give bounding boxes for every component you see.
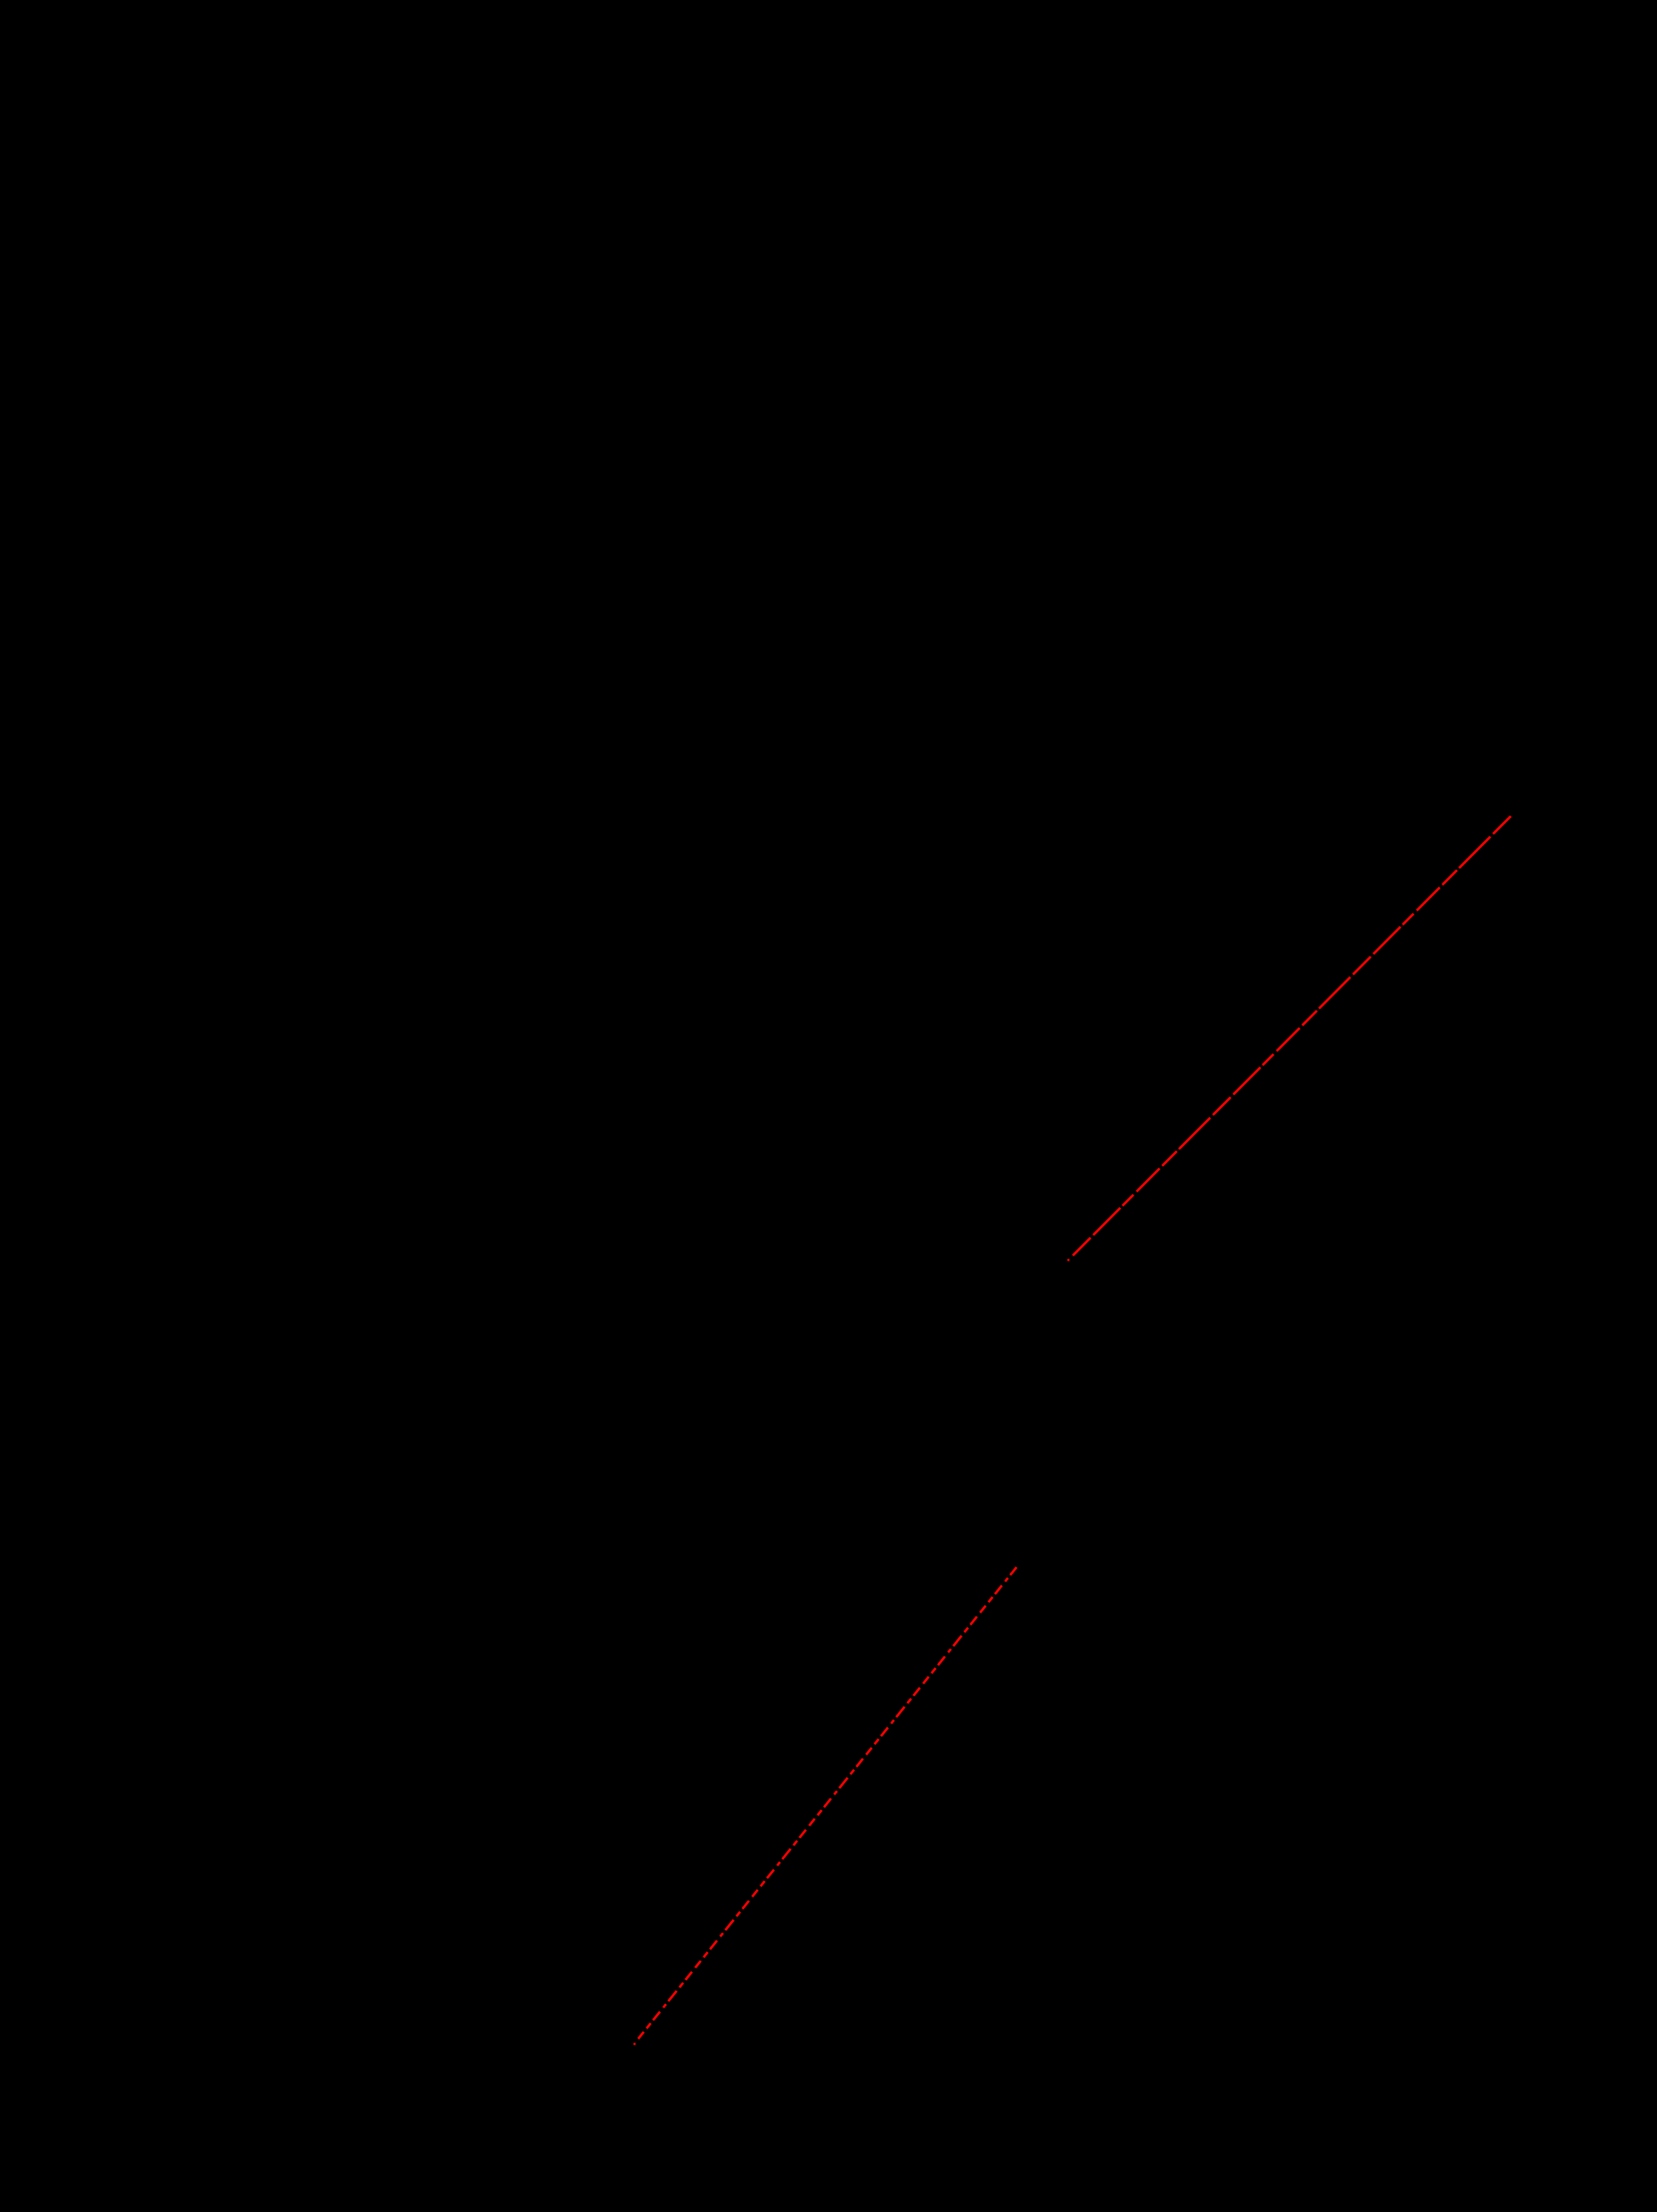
upper-red-segment-end-dot [1067, 1259, 1070, 1261]
red-line-series-layer [633, 812, 1515, 2045]
upper-red-segment [1071, 812, 1515, 1257]
lower-red-segment [637, 1566, 1018, 2040]
lower-red-segment-end-dot [633, 2042, 636, 2045]
